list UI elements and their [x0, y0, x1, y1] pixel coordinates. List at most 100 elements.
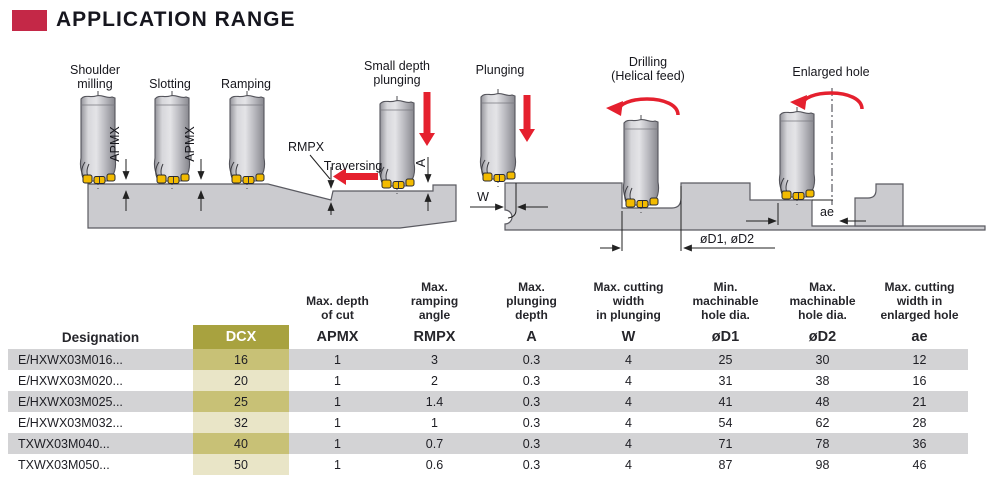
table-row: E/HXWX03M032... 32 1 1 0.3 4 54 62 28 — [8, 412, 968, 433]
cell-a: 0.3 — [522, 415, 541, 430]
dim-label-a: A — [414, 158, 428, 168]
table-row: E/HXWX03M016... 16 1 3 0.3 4 25 30 12 — [8, 349, 968, 370]
cell-apmx: 1 — [334, 415, 341, 430]
cutter-drilling — [622, 114, 660, 214]
col-header-d1: øD1 — [711, 329, 740, 345]
cell-d1: 31 — [718, 373, 733, 388]
dim-label-rmpx: RMPX — [287, 140, 325, 154]
label-small-depth-plunging: Small depth plunging — [363, 59, 431, 87]
label-shoulder-milling: Shoulder milling — [69, 63, 121, 91]
application-range-table: Max. depth of cut Max. ramping angle Max… — [8, 274, 968, 475]
enlarged-hole-step-block — [854, 183, 904, 227]
cell-d1: 54 — [718, 415, 733, 430]
drilling-rotation-arrow-icon — [606, 97, 680, 116]
cell-a: 0.3 — [483, 349, 580, 370]
table-symbol-row: Designation DCX APMX RMPX A W øD1 øD2 ae — [8, 325, 968, 349]
cell-apmx: 1 — [289, 391, 386, 412]
table-row: E/HXWX03M025... 25 1 1.4 0.3 4 41 48 21 — [8, 391, 968, 412]
cell-d1: 25 — [677, 349, 774, 370]
cutter-plunging — [479, 88, 517, 188]
plunging-down-arrow-icon — [519, 95, 535, 142]
dim-label-w: W — [477, 190, 489, 204]
dim-label-apmx-2: APMX — [183, 126, 197, 162]
cell-designation: E/HXWX03M032... — [18, 415, 123, 430]
col-desc-w: Max. cutting width in plunging — [593, 279, 664, 322]
col-header-a: A — [526, 329, 537, 345]
cell-designation: E/HXWX03M025... — [8, 391, 193, 412]
cell-ae: 46 — [912, 457, 927, 472]
cell-d1: 87 — [718, 457, 733, 472]
label-slotting: Slotting — [149, 77, 191, 91]
cell-d2: 78 — [774, 433, 871, 454]
cell-dcx: 40 — [193, 433, 289, 454]
cell-d2: 38 — [815, 373, 830, 388]
table-row: TXWX03M040... 40 1 0.7 0.3 4 71 78 36 — [8, 433, 968, 454]
cell-dcx: 50 — [193, 454, 289, 475]
cell-a: 0.3 — [483, 433, 580, 454]
col-header-rmpx: RMPX — [413, 329, 456, 345]
cutter-small-depth-plunging — [378, 95, 416, 195]
label-ramping: Ramping — [220, 77, 272, 91]
table-row: E/HXWX03M020... 20 1 2 0.3 4 31 38 16 — [8, 370, 968, 391]
col-header-w: W — [621, 329, 636, 345]
ae-dim — [746, 203, 866, 225]
cell-w: 4 — [580, 433, 677, 454]
cell-ae: 36 — [871, 433, 968, 454]
col-header-dcx: DCX — [193, 325, 289, 349]
cell-apmx: 1 — [289, 433, 386, 454]
table-row: TXWX03M050... 50 1 0.6 0.3 4 87 98 46 — [8, 454, 968, 475]
label-drilling: Drilling (Helical feed) — [611, 55, 685, 83]
cell-designation: E/HXWX03M016... — [8, 349, 193, 370]
cell-designation: TXWX03M050... — [18, 457, 110, 472]
dim-label-d1-d2: øD1, øD2 — [699, 232, 755, 246]
cell-rmpx: 0.6 — [425, 457, 444, 472]
page-title: APPLICATION RANGE — [56, 8, 296, 31]
cell-d2: 48 — [774, 391, 871, 412]
cell-ae: 28 — [912, 415, 927, 430]
cell-rmpx: 2 — [431, 373, 438, 388]
left-workpiece — [87, 183, 457, 229]
cell-w: 4 — [580, 349, 677, 370]
col-header-apmx: APMX — [316, 329, 359, 345]
plunge-down-arrow-icon — [419, 92, 435, 146]
col-header-d2: øD2 — [808, 329, 837, 345]
page-header: APPLICATION RANGE — [12, 8, 295, 32]
d1-d2-dim — [600, 186, 775, 252]
col-desc-ae: Max. cutting width in enlarged hole — [880, 279, 959, 322]
col-desc-dcx — [193, 274, 289, 325]
cell-d2: 30 — [774, 349, 871, 370]
cell-dcx: 32 — [193, 412, 289, 433]
plunge-cut-line — [507, 183, 517, 219]
cell-a: 0.3 — [522, 457, 541, 472]
col-header-ae: ae — [911, 329, 928, 345]
cell-rmpx: 3 — [386, 349, 483, 370]
cell-apmx: 1 — [334, 457, 341, 472]
col-desc-designation — [8, 274, 193, 325]
cell-a: 0.3 — [483, 391, 580, 412]
cutter-enlarged-hole — [778, 106, 816, 206]
cell-w: 4 — [580, 391, 677, 412]
application-diagram: Shoulder milling Slotting Ramping Small … — [0, 55, 988, 265]
cell-ae: 16 — [912, 373, 927, 388]
cell-designation: TXWX03M040... — [8, 433, 193, 454]
table-description-row: Max. depth of cut Max. ramping angle Max… — [8, 274, 968, 325]
col-header-designation: Designation — [61, 329, 140, 345]
traverse-left-arrow-icon — [333, 168, 378, 185]
cell-ae: 12 — [871, 349, 968, 370]
cell-ae: 21 — [871, 391, 968, 412]
cell-a: 0.3 — [522, 373, 541, 388]
diagram-canvas — [79, 88, 986, 252]
dim-label-ae: ae — [820, 205, 834, 219]
cell-rmpx: 0.7 — [386, 433, 483, 454]
col-desc-apmx: Max. depth of cut — [306, 293, 369, 322]
col-desc-rmpx: Max. ramping angle — [410, 279, 459, 322]
cell-designation: E/HXWX03M020... — [18, 373, 123, 388]
col-desc-d2: Max. machinable hole dia. — [789, 279, 856, 322]
cell-apmx: 1 — [334, 373, 341, 388]
title-accent-bar — [12, 9, 47, 31]
cell-rmpx: 1 — [431, 415, 438, 430]
label-enlarged-hole: Enlarged hole — [792, 65, 870, 79]
enlarged-hole-rotation-arrow-icon — [790, 91, 864, 110]
col-desc-a: Max. plunging depth — [506, 279, 557, 322]
